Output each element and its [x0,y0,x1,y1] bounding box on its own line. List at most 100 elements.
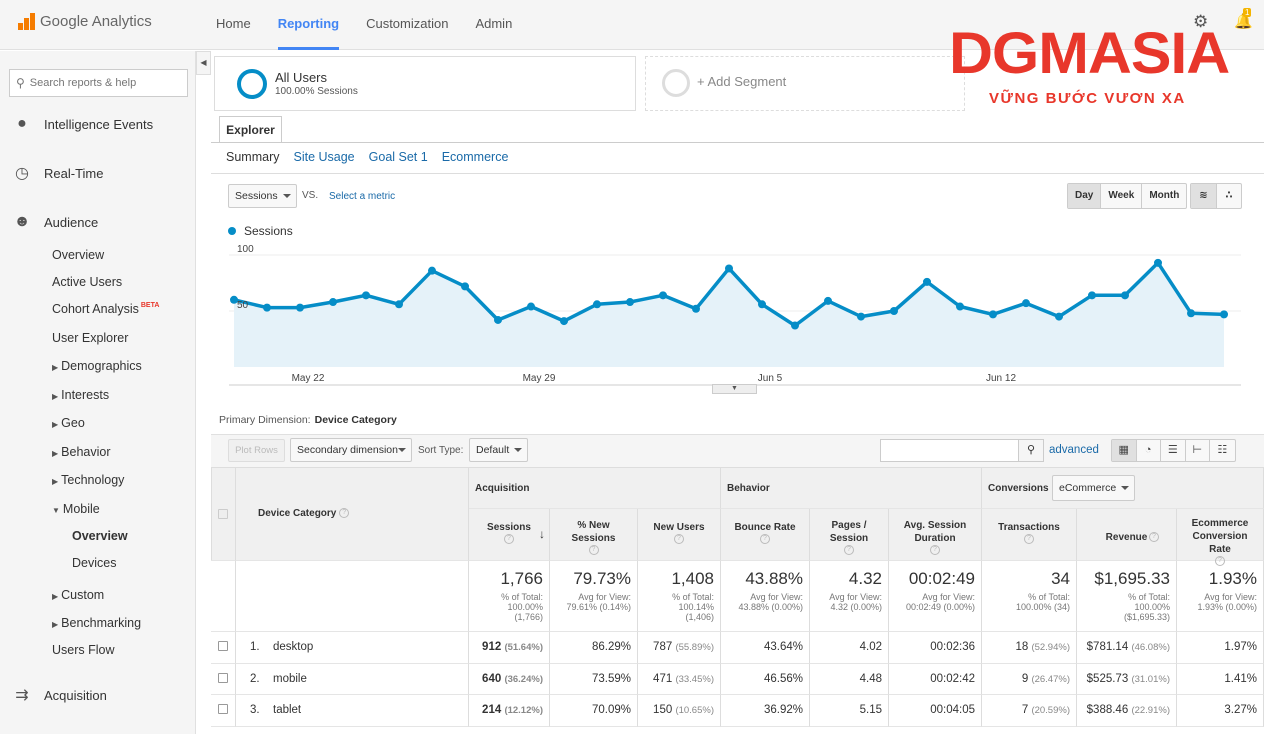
sort-type-dropdown[interactable]: Default [469,438,528,462]
line-chart-icon[interactable]: ≋ [1191,184,1217,208]
motion-chart-icon[interactable]: ∴ [1225,190,1233,201]
data-point[interactable] [923,277,931,286]
help-icon[interactable]: ? [1215,556,1225,567]
row-checkbox[interactable] [218,672,228,683]
data-point[interactable] [725,264,733,273]
column-header-4[interactable]: Pages / Session? [810,509,889,561]
conversions-dropdown[interactable]: eCommerce [1052,475,1135,501]
chart-expand-handle[interactable]: ▼ [712,384,757,394]
nav-home[interactable]: Home [216,16,251,31]
secondary-dimension-dropdown[interactable]: Secondary dimension [290,438,412,462]
app-logo[interactable]: Google Analytics [18,13,152,30]
sidebar-item-behavior[interactable]: ▶ Behavior [52,445,111,459]
data-point[interactable] [494,315,502,324]
dimension-header[interactable]: Device Category ? [236,467,469,561]
tab-explorer[interactable]: Explorer [219,116,282,142]
select-all-checkbox[interactable] [218,509,228,519]
period-month-button[interactable]: Month [1149,190,1180,201]
table-view-icon[interactable]: ▦ [1112,440,1137,461]
subtab-goal-set-1[interactable]: Goal Set 1 [368,150,428,164]
help-icon[interactable]: ? [844,545,854,556]
sidebar-item-interests[interactable]: ▶ Interests [52,388,110,402]
column-header-2[interactable]: New Users? [638,509,721,561]
column-header-5[interactable]: Avg. Session Duration? [889,509,982,561]
column-header-1[interactable]: % New Sessions? [550,509,638,561]
bell-icon[interactable]: 🔔 1 [1234,8,1253,30]
select-metric-link[interactable]: Select a metric [329,191,396,202]
data-point[interactable] [659,291,667,300]
column-header-7[interactable]: Revenue? [1077,509,1177,561]
sidebar-item-cohort[interactable]: Cohort Analysis BETA [52,302,160,316]
data-point[interactable] [395,300,403,309]
row-device-link[interactable]: desktop [273,641,314,653]
period-day-button[interactable]: Day [1068,184,1102,208]
pivot-view-icon[interactable]: ☷ [1217,444,1228,456]
row-checkbox[interactable] [218,641,228,651]
data-point[interactable] [230,295,238,304]
table-search[interactable]: ⚲ [880,439,1044,462]
metric-dropdown[interactable]: Sessions [228,184,297,208]
data-point[interactable] [1121,291,1129,300]
data-point[interactable] [890,307,898,315]
data-point[interactable] [362,291,370,300]
period-week-button[interactable]: Week [1101,184,1143,208]
data-point[interactable] [428,266,436,275]
row-checkbox[interactable] [218,704,228,714]
data-point[interactable] [758,300,766,309]
data-point[interactable] [692,304,700,313]
data-point[interactable] [296,303,304,312]
subtab-summary[interactable]: Summary [226,150,280,164]
sidebar-item-users-flow[interactable]: Users Flow [52,643,115,657]
data-point[interactable] [1022,299,1030,308]
sidebar-item-intelligence[interactable]: ● Intelligence Events [0,112,153,136]
data-point[interactable] [560,317,568,326]
nav-admin[interactable]: Admin [475,16,513,31]
sidebar-item-devices[interactable]: Devices [72,556,117,570]
sidebar-item-realtime[interactable]: ◷ Real-Time [0,161,103,185]
help-icon[interactable]: ? [339,508,350,519]
data-point[interactable] [593,300,601,309]
row-device-link[interactable]: tablet [273,704,302,716]
data-point[interactable] [1154,258,1162,267]
gear-icon[interactable]: ⚙ [1193,12,1209,31]
data-point[interactable] [989,310,997,319]
advanced-link[interactable]: advanced [1049,444,1099,456]
help-icon[interactable]: ? [588,545,599,556]
data-point[interactable] [956,302,964,311]
help-icon[interactable]: ? [504,534,514,545]
row-device-link[interactable]: mobile [273,672,307,685]
sidebar-item-demographics[interactable]: ▶ Demographics [52,359,142,373]
sidebar-item-technology[interactable]: ▶ Technology [52,473,125,487]
data-point[interactable] [1055,312,1063,321]
sidebar-item-custom[interactable]: ▶ Custom [52,588,105,602]
plot-rows-button[interactable]: Plot Rows [228,439,285,462]
sidebar-item-active-users[interactable]: Active Users [52,275,123,289]
sidebar-item-benchmarking[interactable]: ▶ Benchmarking [52,616,142,630]
data-point[interactable] [1220,310,1228,319]
sidebar-item-geo[interactable]: ▶ Geo [52,416,85,430]
data-point[interactable] [857,312,865,321]
sidebar-item-overview[interactable]: Overview [52,248,105,262]
collapse-sidebar-button[interactable]: ◀ [196,51,211,75]
performance-view-icon[interactable]: ☰ [1161,440,1186,461]
sidebar-item-mobile[interactable]: ▼ Mobile [52,502,100,516]
segment-all-users[interactable]: All Users 100.00% Sessions [214,56,636,111]
data-point[interactable] [527,302,535,311]
search-box[interactable]: ⚲ [9,69,188,97]
data-point[interactable] [791,321,799,330]
subtab-site-usage[interactable]: Site Usage [293,150,355,164]
search-icon[interactable]: ⚲ [1018,440,1043,461]
data-point[interactable] [824,296,832,305]
column-header-0[interactable]: Sessions? ↓ [469,509,550,561]
data-point[interactable] [626,298,634,307]
search-input[interactable] [29,77,180,89]
data-point[interactable] [1088,291,1096,300]
nav-reporting[interactable]: Reporting [277,0,340,50]
data-point[interactable] [1187,309,1195,318]
comparison-view-icon[interactable]: ⊢ [1186,440,1210,461]
sidebar-item-acquisition[interactable]: ⇉ Acquisition [0,683,107,707]
sidebar-item-user-explorer[interactable]: User Explorer [52,331,129,345]
data-point[interactable] [329,298,337,307]
column-header-3[interactable]: Bounce Rate? [721,509,810,561]
help-icon[interactable]: ? [1024,534,1034,545]
